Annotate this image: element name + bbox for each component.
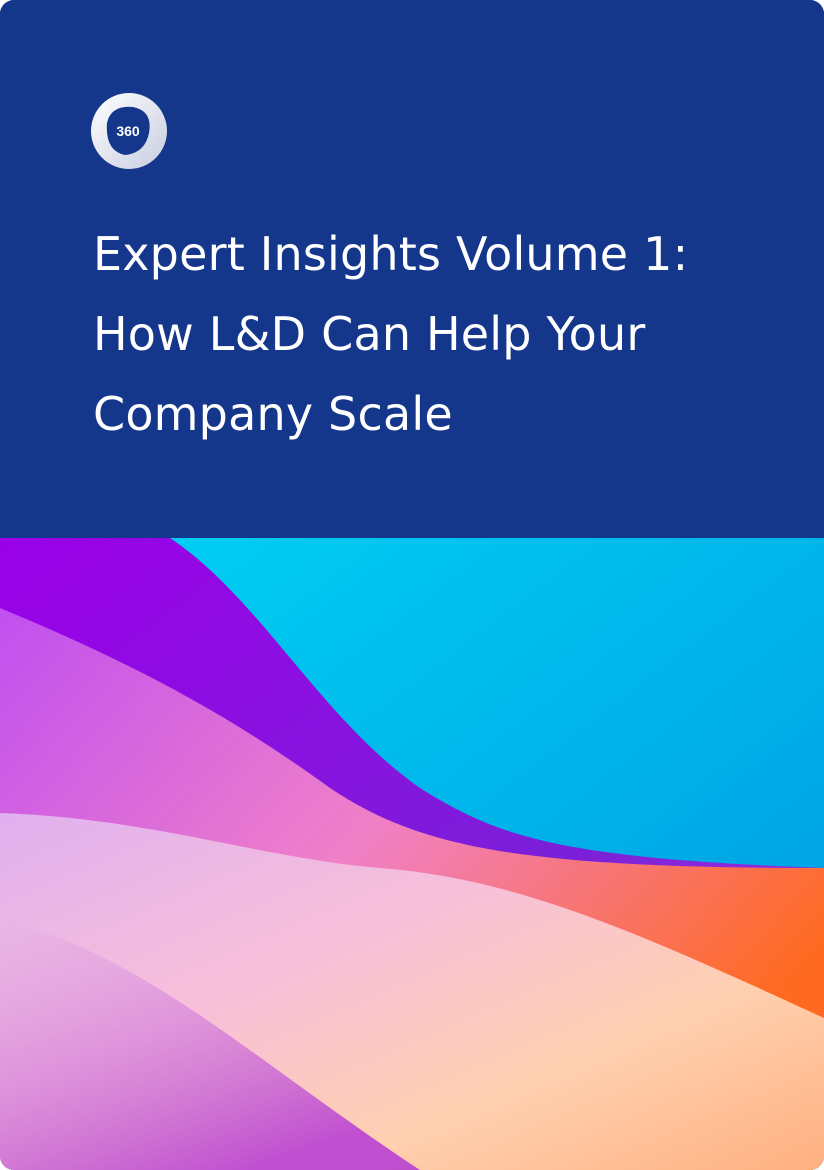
title-line-2: How L&D Can Help Your [93, 307, 646, 361]
title-line-3: Company Scale [93, 387, 453, 441]
logo-text: 360 [116, 123, 140, 139]
logo-360-icon: 360 [91, 93, 167, 169]
title-line-1: Expert Insights Volume 1: [93, 227, 689, 281]
cover-title: Expert Insights Volume 1: How L&D Can He… [93, 214, 793, 454]
cover-header: 360 Expert Insights Volume 1: How L&D Ca… [0, 0, 824, 538]
gradient-wave-artwork [0, 538, 824, 1170]
